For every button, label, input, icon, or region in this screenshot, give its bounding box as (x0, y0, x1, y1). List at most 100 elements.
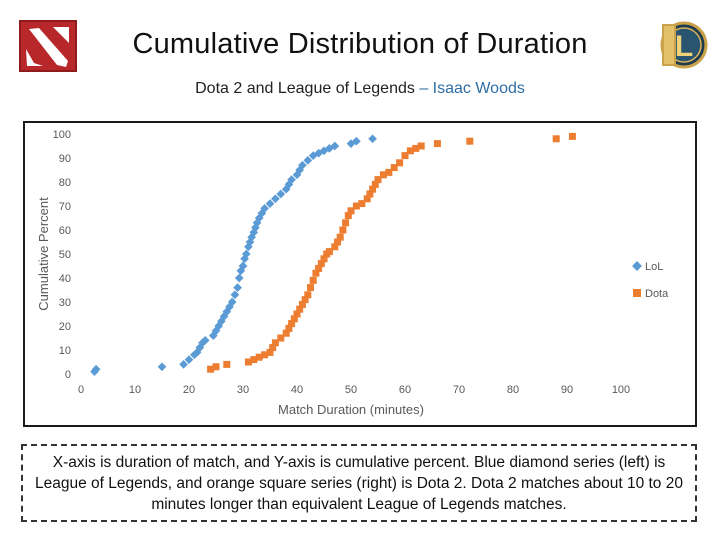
y-tick-label: 30 (59, 297, 71, 309)
data-point (252, 218, 262, 228)
data-point (298, 300, 306, 308)
series-lol (90, 134, 377, 376)
data-point (396, 159, 404, 167)
data-point (325, 144, 334, 153)
data-point (277, 334, 285, 342)
data-point (304, 291, 312, 299)
x-tick-label: 30 (237, 384, 249, 396)
data-point (303, 156, 313, 165)
data-point (307, 284, 314, 292)
data-point (417, 142, 425, 150)
logo-letter: L (675, 30, 693, 63)
data-point (287, 175, 296, 184)
subtitle-main: Dota 2 and League of Legends (195, 80, 415, 97)
x-axis-title: Match Duration (minutes) (278, 402, 424, 417)
y-axis-title-group: Cumulative Percent (36, 197, 51, 311)
x-tick-label: 100 (612, 384, 630, 396)
data-point (293, 310, 301, 318)
data-point (315, 264, 323, 272)
series-dota (207, 132, 576, 373)
legend: LoL Dota (632, 261, 669, 300)
subtitle-author: – Isaac Woods (419, 80, 525, 97)
data-point (352, 202, 360, 210)
data-point (568, 132, 576, 140)
data-point (298, 160, 307, 170)
data-point (309, 276, 317, 284)
data-point (466, 137, 474, 145)
data-point (250, 356, 258, 364)
page-title: Cumulative Distribution of Duration (132, 28, 588, 60)
data-point (339, 226, 347, 234)
cdf-scatter-chart: Cumulative Percent 0 10 20 30 40 50 60 70 80 90 10… (36, 129, 669, 417)
data-point (288, 320, 296, 328)
series-group (90, 132, 576, 376)
y-tick-label: 0 (65, 369, 71, 381)
data-point (379, 171, 387, 179)
data-point (244, 358, 252, 366)
data-point (244, 242, 253, 252)
data-point (344, 212, 352, 220)
x-tick-label: 70 (453, 384, 465, 396)
tick-labels-group: 0 10 20 30 40 50 60 70 80 90 100 0 10 20 30 40 50 60 70 80 9… (53, 129, 631, 417)
data-point (241, 249, 251, 259)
data-point (325, 248, 333, 256)
data-point (312, 269, 320, 277)
data-point (390, 164, 398, 172)
data-point (401, 152, 409, 160)
data-point (233, 283, 242, 292)
y-tick-label: 100 (53, 129, 71, 141)
data-point (285, 324, 293, 332)
caption-box: X-axis is duration of match, and Y-axis … (21, 444, 697, 522)
data-point (227, 297, 237, 307)
data-point (207, 365, 215, 373)
data-point (342, 219, 350, 227)
legend-marker (632, 261, 642, 271)
data-point (251, 223, 260, 232)
x-tick-label: 10 (129, 384, 141, 396)
y-tick-label: 60 (59, 225, 71, 237)
x-tick-label: 50 (345, 384, 357, 396)
data-point (334, 238, 341, 246)
x-tick-label: 40 (291, 384, 303, 396)
x-tick-label: 90 (561, 384, 573, 396)
legend-label: Dota (645, 288, 669, 300)
data-point (314, 148, 323, 158)
data-point (255, 353, 263, 361)
data-point (238, 261, 248, 271)
data-point (271, 339, 279, 347)
data-point (358, 200, 366, 208)
y-axis-title: Cumulative Percent (36, 197, 51, 311)
data-point (330, 141, 340, 151)
data-point (240, 254, 249, 264)
x-tick-label: 80 (507, 384, 519, 396)
x-tick-label: 60 (399, 384, 411, 396)
data-point (366, 190, 374, 198)
data-point (331, 243, 339, 251)
data-point (261, 351, 269, 359)
data-point (212, 363, 220, 371)
legend-label: LoL (645, 261, 663, 273)
data-point (234, 273, 244, 283)
y-tick-label: 40 (59, 273, 71, 285)
data-point (284, 180, 294, 189)
data-point (317, 260, 325, 268)
data-point (282, 329, 290, 337)
data-point (406, 147, 414, 155)
data-point (412, 144, 420, 152)
data-point (265, 199, 275, 208)
data-point (269, 344, 277, 352)
y-tick-label: 70 (59, 201, 71, 213)
league-of-legends-logo-icon: L (660, 21, 708, 69)
data-point (157, 362, 167, 372)
y-tick-label: 10 (59, 345, 71, 357)
chart-frame: Cumulative Percent 0 10 20 30 40 50 60 70 80 90 10… (23, 121, 697, 427)
data-point (290, 315, 298, 323)
data-point (369, 185, 377, 193)
data-point (368, 134, 377, 144)
data-point (371, 180, 379, 188)
data-point (230, 290, 240, 300)
subtitle: Dota 2 and League of Legends – Isaac Woo… (0, 80, 720, 98)
data-point (320, 255, 328, 263)
data-point (433, 140, 441, 148)
x-tick-label: 20 (183, 384, 195, 396)
